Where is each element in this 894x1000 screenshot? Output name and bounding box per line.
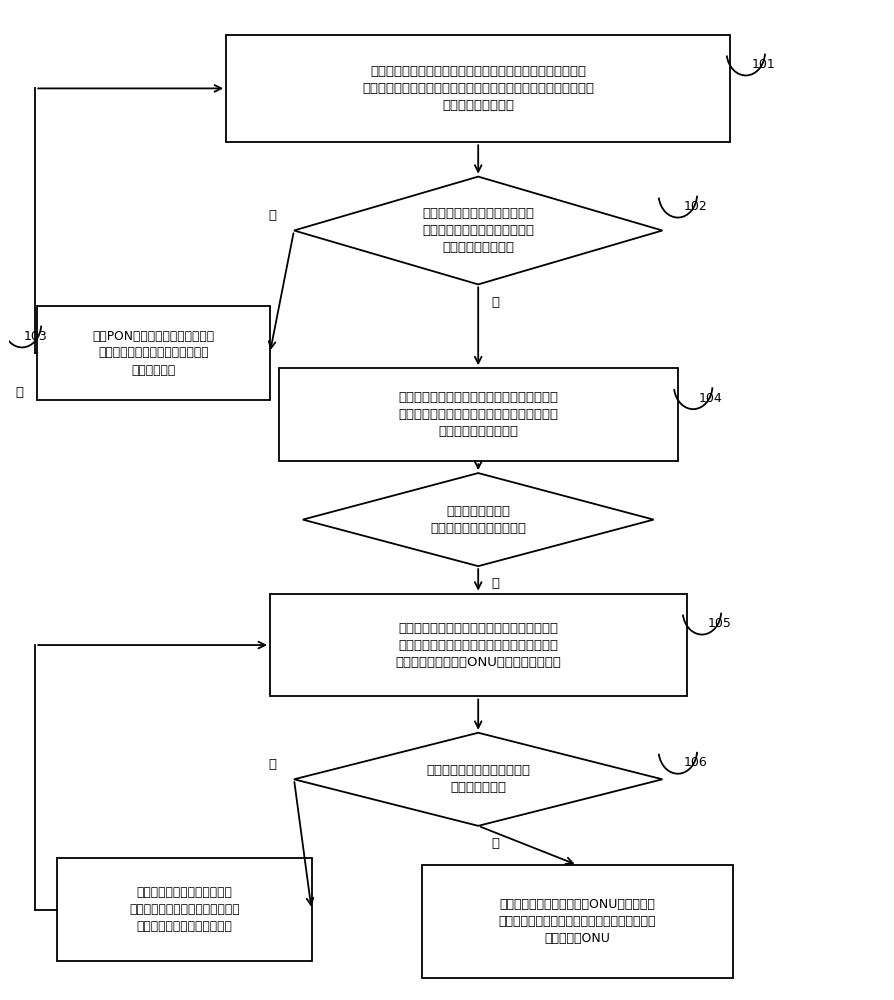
- Text: 根据下接设备的业务模型确定虚拟局域网的模
式，开启业务板卡上的环回检测功能，每一块
业务板卡分别向指定ONU发送二级检测报文: 根据下接设备的业务模型确定虚拟局域网的模 式，开启业务板卡上的环回检测功能，每一…: [395, 622, 561, 669]
- Text: 否: 否: [491, 577, 499, 590]
- Text: 认定上联口和上联口之间、上联口和槽位口之
间或各槽位口之间存在链路环回，记录环回检
测信息并产生告警信息: 认定上联口和上联口之间、上联口和槽位口之 间或各槽位口之间存在链路环回，记录环回…: [398, 391, 558, 438]
- Text: 判断各业务板卡是否收到返回
的二级检测报文: 判断各业务板卡是否收到返回 的二级检测报文: [426, 764, 529, 794]
- Text: 是: 是: [491, 837, 499, 850]
- Text: 根据二级检测报文中携带的ONU授权号和业
务板卡的槽位号精确定位产生链路环回的业务板
卡和指定的ONU: 根据二级检测报文中携带的ONU授权号和业 务板卡的槽位号精确定位产生链路环回的业…: [498, 898, 655, 945]
- Text: 否: 否: [268, 758, 275, 771]
- Text: 通知维修人员检测结果，继续
下一块业务板卡的检测，直至完成
全部业务板卡检测后结束检测: 通知维修人员检测结果，继续 下一块业务板卡的检测，直至完成 全部业务板卡检测后结…: [129, 886, 240, 933]
- Text: 106: 106: [683, 756, 706, 769]
- Text: 102: 102: [683, 200, 706, 213]
- FancyBboxPatch shape: [270, 594, 686, 696]
- FancyBboxPatch shape: [278, 368, 677, 461]
- Text: 105: 105: [707, 617, 730, 630]
- FancyBboxPatch shape: [57, 858, 311, 961]
- Polygon shape: [293, 177, 662, 284]
- Text: 核心交换盘判断是否在预设时间
内接收到由其他上联口或槽位口
返回的一级检测报文: 核心交换盘判断是否在预设时间 内接收到由其他上联口或槽位口 返回的一级检测报文: [422, 207, 534, 254]
- Text: 是: 是: [15, 386, 23, 399]
- Polygon shape: [302, 473, 653, 566]
- Polygon shape: [293, 733, 662, 826]
- FancyBboxPatch shape: [38, 306, 270, 400]
- Text: 101: 101: [751, 58, 774, 71]
- Text: 104: 104: [698, 392, 722, 405]
- Text: 否: 否: [268, 209, 275, 222]
- FancyBboxPatch shape: [226, 34, 730, 142]
- Text: 103: 103: [24, 330, 47, 343]
- Text: 认定PON系统没有链路环回或者链
路已经破环，通知维修人员系统完
好，结束检测: 认定PON系统没有链路环回或者链 路已经破环，通知维修人员系统完 好，结束检测: [92, 330, 215, 376]
- Text: 判断链路环回是否
存在于上联口和上联口之间: 判断链路环回是否 存在于上联口和上联口之间: [430, 505, 526, 535]
- FancyBboxPatch shape: [421, 865, 732, 978]
- Text: 是: 是: [491, 296, 499, 309]
- Text: 打开网管界面，设置环回链路的检测参数，开启核心交换盘的
环回检测功能，通过核心交换盘分别向各上联口和各业务盘的槽位
口发送一级检测报文: 打开网管界面，设置环回链路的检测参数，开启核心交换盘的 环回检测功能，通过核心交…: [362, 65, 594, 112]
